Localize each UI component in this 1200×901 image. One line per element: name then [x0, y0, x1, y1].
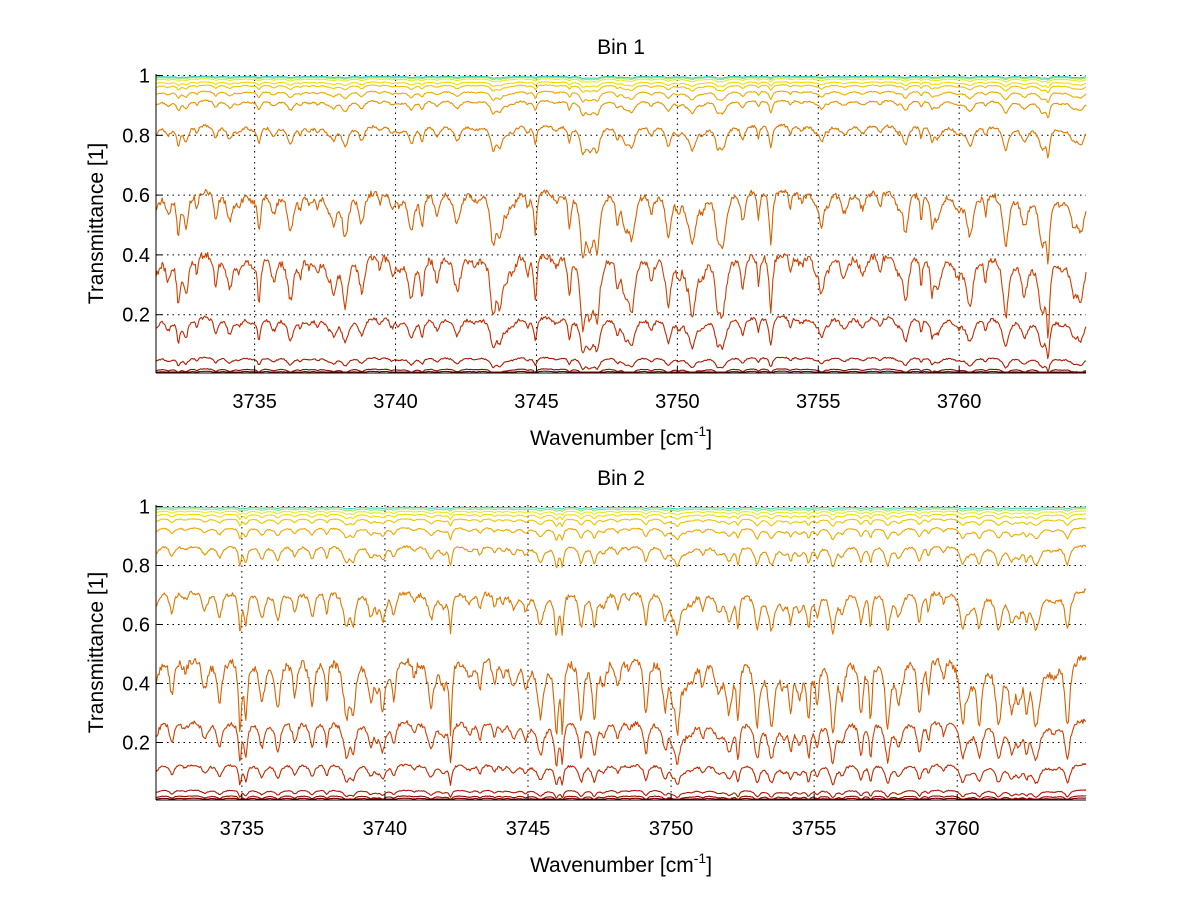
- x-axis-title-main: Wavenumber [cm: [530, 854, 694, 877]
- y-tick-label: 0.6: [122, 614, 150, 636]
- chart-title: Bin 1: [597, 36, 645, 59]
- grid: [156, 74, 1086, 373]
- x-axis-title-suffix: ]: [706, 427, 712, 450]
- series-line-14: [155, 506, 1086, 510]
- x-tick-label: 3755: [792, 818, 837, 840]
- y-tick-label: 0.8: [122, 555, 150, 577]
- series-line-2: [155, 795, 1087, 800]
- y-tick-label: 0.8: [122, 125, 150, 147]
- series-line-1: [156, 797, 1086, 800]
- x-axis-title-superscript: -1: [694, 850, 707, 866]
- series-line-4: [155, 762, 1087, 786]
- x-tick-label: 3760: [935, 818, 980, 840]
- series-line-7: [155, 588, 1087, 636]
- series-group: [155, 506, 1087, 800]
- series-line-10: [156, 84, 1087, 94]
- x-tick-label: 3755: [796, 391, 841, 413]
- series-line-13: [155, 76, 1087, 81]
- x-tick-label: 3735: [220, 818, 265, 840]
- y-axis-title: Transmittance [1]: [85, 143, 108, 304]
- y-tick-label: 0.4: [122, 673, 150, 695]
- chart-title: Bin 2: [597, 467, 645, 490]
- subplot-bin-1: 3735 3740 3745 3750 3755 3760 0.2 0.4 0.6 0.8 1 Bin…: [85, 36, 1087, 450]
- series-line-9: [155, 526, 1087, 541]
- y-tick-label: 1: [139, 496, 150, 518]
- x-axis-title-superscript: -1: [694, 423, 707, 439]
- subplot-bin-2: 3735 3740 3745 3750 3755 3760 0.2 0.4 0.6 0.8 1 Bin…: [85, 467, 1087, 877]
- y-tick-label: 0.2: [122, 305, 150, 327]
- series-line-3: [155, 356, 1087, 373]
- series-line-6: [155, 188, 1087, 265]
- x-tick-label: 3750: [649, 818, 694, 840]
- x-axis-title: Wavenumber [cm-1]: [530, 850, 712, 877]
- x-tick-label: 3740: [373, 391, 418, 413]
- series-line-3: [155, 789, 1087, 799]
- x-tick-label: 3735: [232, 391, 277, 413]
- series-line-14: [155, 75, 1087, 80]
- series-line-4: [155, 315, 1087, 360]
- x-tick-label: 3745: [514, 391, 559, 413]
- series-line-5: [155, 251, 1087, 339]
- series-group: [155, 75, 1087, 373]
- series-line-2: [155, 368, 1087, 373]
- y-tick-label: 1: [139, 65, 150, 87]
- x-tick-label: 3745: [506, 818, 551, 840]
- x-tick-label: 3740: [363, 818, 408, 840]
- y-axis-title: Transmittance [1]: [85, 572, 108, 733]
- x-axis-title: Wavenumber [cm-1]: [530, 423, 712, 450]
- series-line-7: [155, 123, 1087, 159]
- series-line-1: [156, 370, 1086, 373]
- y-tick-label: 0.4: [122, 245, 150, 267]
- series-line-9: [155, 90, 1087, 104]
- x-axis-title-suffix: ]: [706, 854, 712, 877]
- series-line-11: [155, 513, 1087, 521]
- series-line-5: [155, 718, 1087, 767]
- series-line-8: [156, 544, 1087, 569]
- series-line-12: [155, 510, 1087, 516]
- series-line-6: [155, 654, 1087, 737]
- x-tick-label: 3760: [937, 391, 982, 413]
- x-tick-label: 3750: [655, 391, 700, 413]
- y-tick-label: 0.6: [122, 185, 150, 207]
- series-line-12: [156, 78, 1087, 84]
- y-tick-label: 0.2: [122, 732, 150, 754]
- series-line-11: [155, 81, 1087, 89]
- x-axis-title-main: Wavenumber [cm: [530, 427, 694, 450]
- series-line-10: [155, 518, 1087, 528]
- series-line-13: [156, 508, 1087, 513]
- series-line-8: [155, 99, 1087, 119]
